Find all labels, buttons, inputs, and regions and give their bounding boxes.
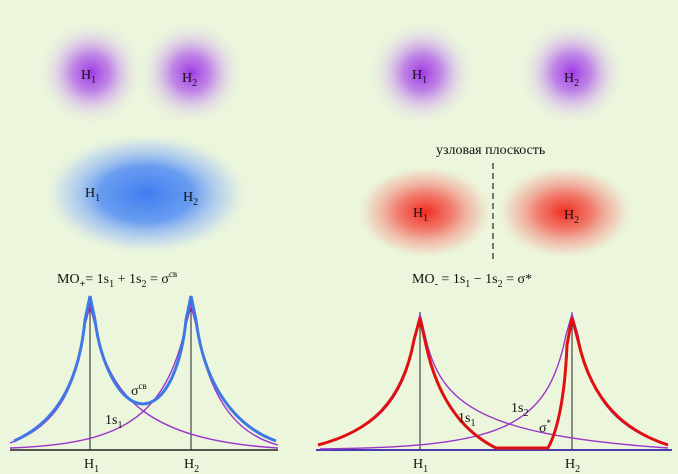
- atomic-orbital-curve-1s1-right: [319, 313, 669, 449]
- antibonding-mo-equation: MO- = 1s1 − 1s2 = σ*: [412, 272, 532, 290]
- sigma-bonding-curve-label: σсв: [131, 381, 147, 399]
- atomic-orbital-curve-1s2-right: [319, 311, 669, 450]
- right-cloud2-label: H2: [564, 71, 579, 89]
- left-cloud1-label: H1: [81, 68, 96, 86]
- bonding-cloud-h1-label: H1: [85, 186, 100, 204]
- right-cloud1-label: H1: [412, 68, 427, 86]
- bonding-mo-equation: MO+= 1s1 + 1s2 = σсв: [57, 269, 177, 290]
- bonding-mo-curve: [13, 295, 277, 443]
- bonding-mo-cloud: [42, 132, 250, 256]
- atomic-orbital-curve-1s2-left: [9, 303, 279, 449]
- atomic-orbital-curve-1s1-left: [9, 303, 279, 449]
- antibonding-cloud-h1-label: H1: [413, 206, 428, 224]
- right-axis-h1-label: H1: [413, 457, 428, 474]
- left-axis-h2-label: H2: [184, 457, 199, 474]
- sigma-antibonding-curve-label: σ*: [539, 418, 552, 436]
- atomic-orbital-cloud-left-2: [137, 19, 245, 127]
- left-cloud2-label: H2: [182, 71, 197, 89]
- antibonding-cloud-h2-label: H2: [564, 208, 579, 226]
- atomic-orbital-cloud-left-1: [37, 19, 145, 127]
- right-axis-h2-label: H2: [565, 457, 580, 474]
- antibonding-mo-curve: [317, 317, 669, 450]
- antibonding-lobe-1: [355, 164, 495, 260]
- right-1s1-curve-label: 1s1: [458, 411, 475, 429]
- atomic-orbital-cloud-right-2: [518, 19, 626, 127]
- nodal-plane-label: узловая плоскость: [436, 143, 545, 158]
- left-1s1-curve-label: 1s1: [105, 413, 122, 431]
- antibonding-lobe-2: [495, 164, 635, 260]
- left-axis-h1-label: H1: [84, 457, 99, 474]
- bonding-cloud-h2-label: H2: [183, 190, 198, 208]
- atomic-orbital-cloud-right-1: [368, 19, 476, 127]
- right-1s2-curve-label: 1s2: [511, 401, 528, 419]
